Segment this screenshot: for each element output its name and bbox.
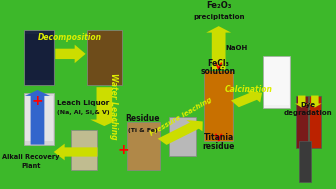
FancyBboxPatch shape bbox=[24, 30, 54, 85]
Text: Plant: Plant bbox=[22, 163, 41, 169]
FancyBboxPatch shape bbox=[87, 30, 122, 85]
FancyBboxPatch shape bbox=[296, 96, 308, 148]
FancyBboxPatch shape bbox=[264, 57, 289, 105]
FancyBboxPatch shape bbox=[24, 93, 54, 145]
Polygon shape bbox=[206, 26, 231, 70]
FancyBboxPatch shape bbox=[309, 96, 321, 148]
Text: Calcination: Calcination bbox=[225, 85, 273, 94]
Text: Decomposition: Decomposition bbox=[38, 33, 102, 42]
Text: FeCl₃: FeCl₃ bbox=[208, 59, 229, 68]
Text: Fe₂O₃: Fe₂O₃ bbox=[206, 1, 232, 10]
Text: NaOH: NaOH bbox=[225, 45, 247, 51]
Text: Residue: Residue bbox=[126, 114, 160, 123]
Text: Pressure leaching: Pressure leaching bbox=[149, 97, 213, 137]
Polygon shape bbox=[55, 45, 86, 63]
Text: precipitation: precipitation bbox=[193, 14, 244, 20]
Text: Dye: Dye bbox=[301, 101, 316, 108]
Text: Water Leaching: Water Leaching bbox=[109, 73, 118, 140]
Polygon shape bbox=[90, 87, 118, 126]
Polygon shape bbox=[308, 95, 322, 108]
Text: (Ti & Fe): (Ti & Fe) bbox=[128, 128, 158, 132]
Text: Leach Liquor: Leach Liquor bbox=[57, 100, 110, 106]
FancyBboxPatch shape bbox=[25, 33, 53, 80]
Polygon shape bbox=[158, 120, 203, 145]
FancyBboxPatch shape bbox=[299, 141, 311, 182]
FancyBboxPatch shape bbox=[263, 56, 290, 108]
FancyBboxPatch shape bbox=[205, 71, 233, 138]
Text: residue: residue bbox=[203, 142, 235, 150]
Text: degradation: degradation bbox=[284, 110, 333, 116]
Text: Alkali Recovery: Alkali Recovery bbox=[2, 154, 60, 160]
Polygon shape bbox=[25, 90, 50, 145]
Polygon shape bbox=[54, 144, 97, 160]
Polygon shape bbox=[231, 90, 262, 107]
FancyBboxPatch shape bbox=[127, 122, 160, 170]
FancyBboxPatch shape bbox=[169, 117, 196, 156]
Text: +: + bbox=[32, 94, 43, 108]
Text: solution: solution bbox=[201, 67, 236, 77]
FancyBboxPatch shape bbox=[25, 96, 53, 141]
Polygon shape bbox=[295, 95, 309, 108]
FancyBboxPatch shape bbox=[71, 130, 97, 170]
FancyBboxPatch shape bbox=[204, 70, 233, 141]
Text: +: + bbox=[117, 143, 129, 157]
Text: Titania: Titania bbox=[204, 133, 234, 142]
Text: (Na, Al, Si,& V): (Na, Al, Si,& V) bbox=[57, 110, 110, 115]
